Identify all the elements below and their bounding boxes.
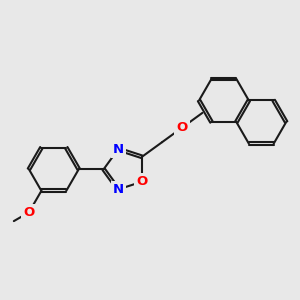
Text: N: N — [113, 142, 124, 156]
Text: O: O — [177, 121, 188, 134]
Text: O: O — [136, 175, 148, 188]
Text: O: O — [23, 206, 34, 219]
Text: N: N — [113, 183, 124, 196]
